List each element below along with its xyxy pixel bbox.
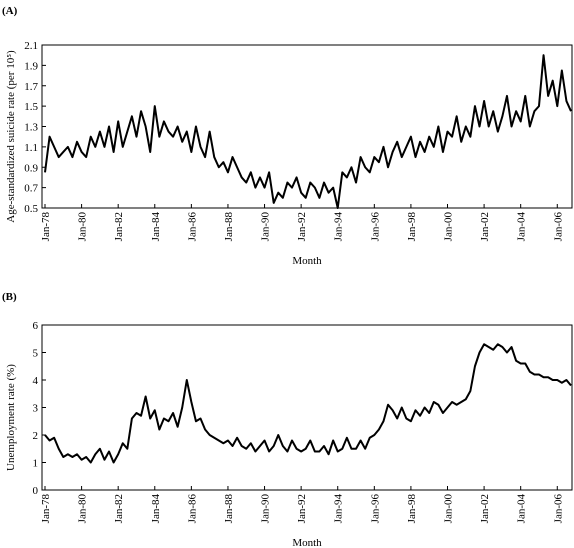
x-axis-title: Month: [292, 537, 322, 548]
x-tick-label: Jan-92: [296, 494, 308, 523]
y-tick-label: 2.1: [24, 40, 38, 52]
x-tick-label: Jan-90: [260, 212, 272, 242]
x-tick-label: Jan-78: [40, 212, 52, 242]
data-line: [44, 54, 572, 209]
x-tick-label: Jan-88: [223, 494, 235, 524]
x-tick-label: Jan-80: [77, 494, 89, 524]
y-tick-label: 1.5: [24, 101, 38, 113]
x-tick-label: Jan-92: [296, 212, 308, 241]
x-tick-label: Jan-02: [479, 212, 491, 241]
y-tick-label: 1: [33, 458, 39, 470]
x-tick-label: Jan-80: [77, 212, 89, 242]
data-line: [44, 343, 572, 464]
x-tick-label: Jan-86: [186, 212, 198, 242]
x-tick-label: Jan-04: [516, 212, 528, 242]
y-tick-label: 2: [33, 430, 39, 442]
x-tick-label: Jan-04: [516, 494, 528, 524]
x-tick-label: Jan-94: [333, 494, 345, 524]
x-tick-label: Jan-02: [479, 494, 491, 523]
x-tick-label: Jan-90: [260, 494, 272, 524]
panel-label: (A): [2, 5, 18, 17]
y-axis-title: Unemployment rate (%): [5, 364, 17, 471]
x-tick-label: Jan-82: [113, 212, 125, 241]
x-tick-label: Jan-06: [552, 494, 564, 524]
x-axis-title: Month: [292, 255, 322, 267]
x-tick-label: Jan-86: [186, 494, 198, 524]
y-tick-label: 1.1: [24, 142, 38, 154]
x-tick-label: Jan-94: [333, 212, 345, 242]
x-tick-label: Jan-06: [552, 212, 564, 242]
x-tick-label: Jan-96: [369, 494, 381, 524]
x-tick-label: Jan-78: [40, 494, 52, 524]
x-tick-label: Jan-88: [223, 212, 235, 242]
y-tick-label: 0: [33, 485, 39, 497]
panel-label: (B): [2, 291, 17, 303]
y-tick-label: 0.5: [24, 203, 38, 215]
x-tick-label: Jan-84: [150, 494, 162, 524]
x-tick-label: Jan-00: [443, 494, 455, 524]
y-tick-label: 3: [33, 403, 39, 415]
y-tick-label: 1.3: [24, 122, 38, 134]
y-tick-label: 0.7: [24, 183, 38, 195]
y-axis-title: Age-standardized suicide rate (per 10⁵): [5, 50, 17, 223]
x-tick-label: Jan-98: [406, 212, 418, 242]
x-tick-label: Jan-98: [406, 494, 418, 524]
y-tick-label: 1.7: [24, 81, 38, 93]
y-tick-label: 4: [33, 375, 39, 387]
y-tick-label: 1.9: [24, 60, 38, 72]
x-tick-label: Jan-00: [443, 212, 455, 242]
x-tick-label: Jan-82: [113, 494, 125, 523]
x-tick-label: Jan-84: [150, 212, 162, 242]
y-tick-label: 0.9: [24, 162, 38, 174]
x-tick-label: Jan-96: [369, 212, 381, 242]
y-tick-label: 5: [33, 348, 39, 360]
plot-frame: [41, 44, 573, 209]
y-tick-label: 6: [33, 320, 39, 332]
